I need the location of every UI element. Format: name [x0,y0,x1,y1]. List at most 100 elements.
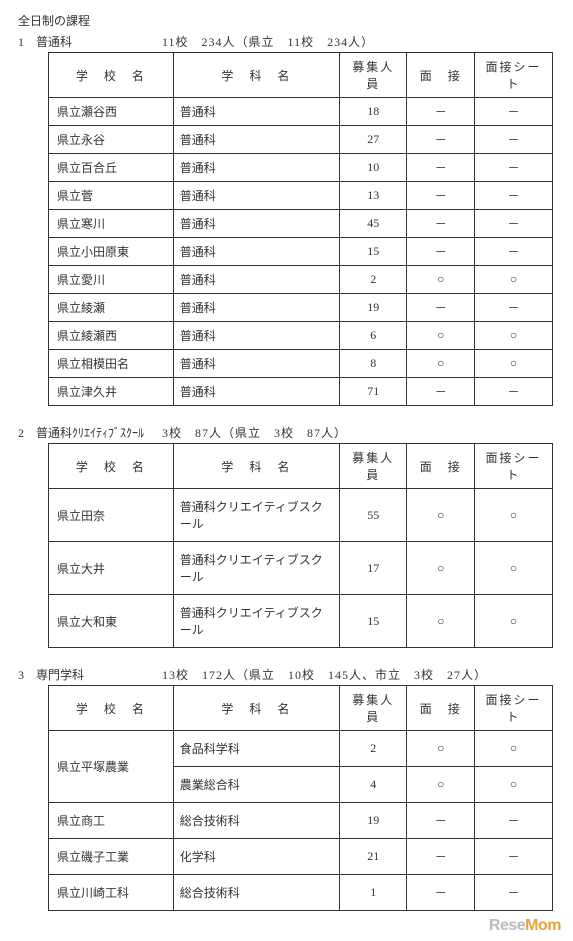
cell-school: 県立川崎工科 [49,875,174,911]
cell-interview: － [407,875,475,911]
cell-sheet: － [475,378,553,406]
cell-sheet: － [475,839,553,875]
cell-interview: － [407,126,475,154]
cell-school: 県立商工 [49,803,174,839]
cell-interview: ○ [407,767,475,803]
cell-school: 県立瀬谷西 [49,98,174,126]
col-school: 学 校 名 [49,686,174,731]
cell-school: 県立愛川 [49,266,174,294]
cell-interview: － [407,839,475,875]
cell-interview: ○ [407,595,475,648]
cell-school: 県立菅 [49,182,174,210]
col-count: 募集人員 [339,444,407,489]
cell-sheet: － [475,875,553,911]
table-row: 県立磯子工業化学科21－－ [49,839,553,875]
cell-interview: － [407,294,475,322]
cell-sheet: － [475,294,553,322]
cell-school: 県立寒川 [49,210,174,238]
section-header: 2普通科ｸﾘｴｲﾃｨﾌﾞｽｸｰﾙ3校 87人（県立 3校 87人） [18,424,555,441]
cell-count: 4 [339,767,407,803]
cell-sheet: ○ [475,350,553,378]
table-row: 県立相模田名普通科8○○ [49,350,553,378]
cell-count: 19 [339,294,407,322]
cell-count: 27 [339,126,407,154]
section-summary: 13校 172人（県立 10校 145人、市立 3校 27人） [162,666,487,683]
cell-dept: 普通科クリエイティブスクール [173,489,339,542]
cell-school: 県立津久井 [49,378,174,406]
cell-dept: 農業総合科 [173,767,339,803]
cell-sheet: － [475,182,553,210]
cell-count: 71 [339,378,407,406]
col-interview: 面 接 [407,53,475,98]
cell-count: 19 [339,803,407,839]
col-sheet: 面接シート [475,444,553,489]
cell-sheet: － [475,803,553,839]
cell-sheet: ○ [475,266,553,294]
cell-count: 8 [339,350,407,378]
cell-sheet: － [475,154,553,182]
cell-dept: 化学科 [173,839,339,875]
section-number: 1 [18,35,30,50]
cell-dept: 普通科 [173,238,339,266]
cell-sheet: ○ [475,542,553,595]
table-row: 県立綾瀬普通科19－－ [49,294,553,322]
cell-interview: ○ [407,350,475,378]
cell-sheet: ○ [475,489,553,542]
cell-school: 県立綾瀬西 [49,322,174,350]
data-table: 学 校 名学 科 名募集人員面 接面接シート県立田奈普通科クリエイティブスクール… [48,443,553,648]
cell-sheet: ○ [475,731,553,767]
cell-school: 県立百合丘 [49,154,174,182]
cell-interview: － [407,238,475,266]
cell-dept: 普通科 [173,126,339,154]
data-table: 学 校 名学 科 名募集人員面 接面接シート県立瀬谷西普通科18－－県立永谷普通… [48,52,553,406]
cell-sheet: ○ [475,595,553,648]
cell-sheet: － [475,98,553,126]
table-row: 県立小田原東普通科15－－ [49,238,553,266]
watermark: ReseMom [489,917,561,935]
table-row: 県立瀬谷西普通科18－－ [49,98,553,126]
cell-count: 18 [339,98,407,126]
cell-dept: 総合技術科 [173,803,339,839]
cell-count: 10 [339,154,407,182]
col-interview: 面 接 [407,686,475,731]
cell-sheet: － [475,238,553,266]
cell-interview: － [407,210,475,238]
section-number: 2 [18,426,30,441]
table-row: 県立大和東普通科クリエイティブスクール15○○ [49,595,553,648]
table-row: 県立大井普通科クリエイティブスクール17○○ [49,542,553,595]
col-school: 学 校 名 [49,53,174,98]
cell-count: 55 [339,489,407,542]
cell-dept: 普通科 [173,294,339,322]
table-row: 県立田奈普通科クリエイティブスクール55○○ [49,489,553,542]
cell-interview: ○ [407,731,475,767]
table-row: 県立永谷普通科27－－ [49,126,553,154]
cell-count: 2 [339,266,407,294]
table-row: 県立菅普通科13－－ [49,182,553,210]
col-count: 募集人員 [339,686,407,731]
cell-count: 45 [339,210,407,238]
cell-count: 17 [339,542,407,595]
section-label: 専門学科 [36,666,156,683]
watermark-a: Rese [489,917,525,934]
col-count: 募集人員 [339,53,407,98]
cell-dept: 普通科 [173,154,339,182]
cell-count: 21 [339,839,407,875]
section-header: 1 普通科 11校 234人（県立 11校 234人） [18,33,555,50]
table-row: 県立川崎工科総合技術科1－－ [49,875,553,911]
table-row: 県立綾瀬西普通科6○○ [49,322,553,350]
cell-interview: － [407,378,475,406]
data-table: 学 校 名学 科 名募集人員面 接面接シート県立平塚農業食品科学科2○○農業総合… [48,685,553,911]
cell-school: 県立相模田名 [49,350,174,378]
cell-dept: 普通科クリエイティブスクール [173,595,339,648]
cell-school: 県立大井 [49,542,174,595]
cell-dept: 普通科クリエイティブスクール [173,542,339,595]
cell-sheet: － [475,126,553,154]
cell-dept: 普通科 [173,378,339,406]
page-title: 全日制の課程 [18,12,555,29]
col-dept: 学 科 名 [173,53,339,98]
section-summary: 11校 234人（県立 11校 234人） [162,33,374,50]
section-label: 普通科 [36,33,156,50]
cell-count: 2 [339,731,407,767]
col-dept: 学 科 名 [173,686,339,731]
watermark-b: Mom [525,917,561,934]
